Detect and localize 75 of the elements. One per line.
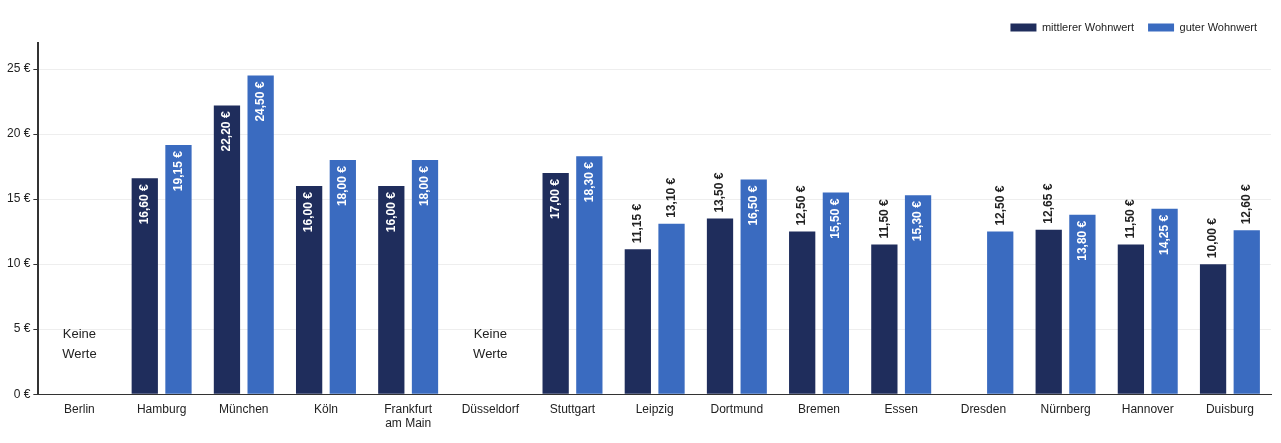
data-label: 13,80 € <box>1074 220 1089 261</box>
bar <box>1151 208 1178 394</box>
data-label: 15,50 € <box>828 198 843 239</box>
data-label: 12,65 € <box>1041 183 1056 224</box>
bar <box>542 173 569 394</box>
x-tick-label: Düsseldorf <box>461 401 520 416</box>
bar <box>871 244 898 394</box>
legend-label: mittlerer Wohnwert <box>1041 20 1135 33</box>
bar <box>576 156 603 394</box>
y-tick-label: 0 € <box>13 386 31 401</box>
data-label: 11,15 € <box>630 203 645 244</box>
bar <box>247 75 274 394</box>
bar <box>165 145 192 394</box>
bar <box>295 186 323 394</box>
bar <box>1035 229 1062 394</box>
x-tick-label: Hannover <box>1121 401 1174 416</box>
bar <box>131 178 158 394</box>
x-tick-label: Dresden <box>960 401 1007 416</box>
x-tick-label: Leipzig <box>635 401 674 416</box>
x-tick-label: Dortmund <box>710 401 764 416</box>
y-tick-label: 15 € <box>7 191 31 206</box>
x-tick-label: Duisburg <box>1205 401 1254 416</box>
bar <box>624 249 651 394</box>
x-tick-label: Köln <box>313 401 338 416</box>
bar <box>213 105 241 394</box>
annotation: Keine Werte <box>473 325 508 361</box>
data-label: 14,25 € <box>1156 214 1171 255</box>
bar <box>822 192 850 394</box>
data-label: 18,00 € <box>417 165 432 207</box>
data-label: 13,50 € <box>712 172 727 213</box>
bar <box>1199 264 1227 394</box>
data-label: 12,60 € <box>1239 183 1254 225</box>
x-tick-label: Essen <box>884 401 918 416</box>
data-label: 16,50 € <box>746 185 761 226</box>
data-label: 17,00 € <box>547 178 562 220</box>
data-label: 18,00 € <box>335 165 350 207</box>
x-tick-label: Nürnberg <box>1040 401 1091 416</box>
bar <box>329 160 356 394</box>
y-tick-label: 10 € <box>7 256 31 271</box>
bar <box>1069 214 1096 394</box>
bar <box>706 218 734 394</box>
data-label: 11,50 € <box>876 198 891 239</box>
data-label: 12,50 € <box>992 185 1007 226</box>
data-label: 16,60 € <box>137 183 152 225</box>
x-tick-label: Frankfurt am Main <box>384 401 433 431</box>
bar <box>411 160 439 394</box>
data-label: 12,50 € <box>794 185 809 226</box>
bar <box>740 179 767 394</box>
data-label: 19,15 € <box>170 150 185 192</box>
x-tick-label: Hamburg <box>136 401 187 416</box>
data-label: 13,10 € <box>663 177 678 218</box>
x-tick-label: Bremen <box>798 401 841 416</box>
data-label: 11,50 € <box>1123 198 1138 239</box>
y-tick-label: 25 € <box>7 61 31 76</box>
x-tick-label: Stuttgart <box>549 401 596 416</box>
data-label: 18,30 € <box>581 161 596 203</box>
data-label: 22,20 € <box>219 111 234 152</box>
bar <box>987 231 1014 394</box>
bar <box>378 186 405 394</box>
bar <box>1233 230 1260 394</box>
data-label: 15,30 € <box>910 200 925 242</box>
y-tick-label: 5 € <box>13 321 31 336</box>
data-label: 24,50 € <box>252 81 267 122</box>
x-tick-label: München <box>219 401 269 416</box>
bar <box>904 195 932 394</box>
data-label: 10,00 € <box>1205 217 1220 259</box>
data-label: 16,00 € <box>301 191 316 233</box>
y-tick-label: 20 € <box>7 126 31 141</box>
legend-label: guter Wohnwert <box>1179 20 1258 33</box>
annotation: Keine Werte <box>62 325 97 361</box>
bar <box>658 223 685 394</box>
x-tick-label: Berlin <box>64 401 95 416</box>
bar <box>1117 244 1145 394</box>
data-label: 16,00 € <box>383 191 398 233</box>
bar <box>789 231 816 394</box>
